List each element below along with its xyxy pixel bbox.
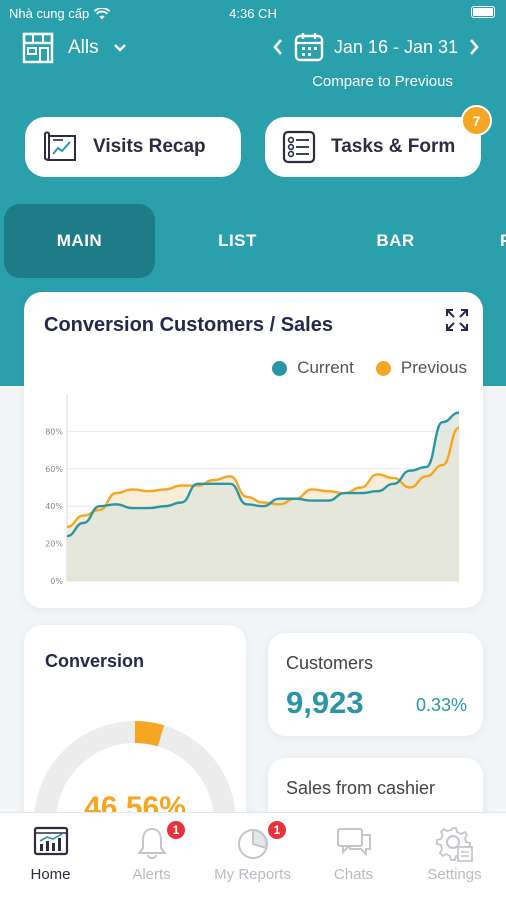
nav-my-reports[interactable]: 1 My Reports	[202, 813, 303, 900]
status-bar: Nhà cung cấp 4:36 CH	[0, 0, 506, 26]
y-tick-label: 80%	[45, 427, 63, 436]
chevron-down-icon	[113, 44, 126, 52]
chat-bubbles-icon	[336, 828, 371, 857]
tab-bar[interactable]: BAR	[376, 231, 415, 250]
date-range-selector: Jan 16 - Jan 31	[272, 32, 480, 62]
visits-recap-label: Visits Recap	[93, 136, 206, 157]
legend-previous: Previous	[375, 358, 467, 378]
nav-alerts[interactable]: 1 Alerts	[101, 813, 202, 900]
expand-icon[interactable]	[445, 308, 469, 332]
battery-icon	[471, 6, 495, 18]
tab-main[interactable]: MAIN	[4, 204, 155, 278]
tasks-form-button[interactable]: Tasks & Form	[265, 117, 481, 177]
previous-series-line	[66, 426, 460, 528]
legend-current: Current	[272, 358, 354, 378]
chevron-right-icon[interactable]	[468, 38, 480, 56]
chart-title: Conversion Customers / Sales	[44, 314, 333, 336]
date-range-label[interactable]: Jan 16 - Jan 31	[333, 36, 458, 57]
nav-settings-label: Settings	[427, 866, 482, 883]
sales-cashier-label: Sales from cashier	[286, 778, 436, 798]
store-selector[interactable]: Alls	[22, 32, 127, 64]
conversion-card: Conversion 46.56%	[24, 625, 246, 835]
nav-home-label: Home	[30, 866, 71, 883]
compare-label[interactable]: Compare to Previous	[312, 73, 453, 90]
store-label: Alls	[68, 37, 99, 58]
nav-chats-label: Chats	[333, 866, 374, 883]
donut-fill	[134, 721, 165, 747]
tab-list[interactable]: LIST	[218, 231, 257, 250]
nav-settings[interactable]: Settings	[404, 813, 505, 900]
legend-previous-label: Previous	[400, 358, 467, 377]
y-tick-label: 20%	[45, 540, 63, 549]
reports-badge: 1	[266, 819, 288, 841]
customers-value: 9,923	[286, 685, 364, 720]
visits-recap-button[interactable]: Visits Recap	[25, 117, 241, 177]
customers-card: Customers 9,923 0.33%	[268, 633, 483, 736]
nav-home[interactable]: Home	[0, 813, 101, 900]
current-area	[67, 412, 459, 581]
chart-legend: Current Previous	[272, 358, 467, 378]
store-icon	[22, 32, 54, 64]
nav-alerts-label: Alerts	[132, 866, 171, 883]
pie-report-icon	[237, 828, 268, 859]
current-series-line	[66, 411, 460, 538]
legend-current-label: Current	[297, 358, 354, 377]
line-chart: 0% 20% 40% 60% 80%	[45, 394, 460, 586]
conversion-title: Conversion	[45, 651, 145, 671]
checklist-icon	[282, 130, 316, 164]
conversion-donut: 46.56%	[34, 721, 236, 835]
calendar-icon[interactable]	[294, 32, 324, 62]
tasks-form-label: Tasks & Form	[331, 136, 456, 157]
wifi-icon	[94, 7, 111, 19]
chart-board-icon	[33, 826, 68, 856]
tasks-count-badge: 7	[461, 105, 492, 136]
legend-previous-dot	[375, 360, 391, 376]
y-tick-label: 60%	[45, 465, 63, 474]
legend-current-dot	[272, 360, 288, 376]
chevron-left-icon[interactable]	[272, 38, 284, 56]
conversion-chart-card: Conversion Customers / Sales Current Pre…	[24, 292, 483, 608]
customers-change: 0.33%	[415, 695, 467, 715]
carrier: Nhà cung cấp	[9, 6, 111, 21]
view-tabs: MAIN LIST BAR P	[0, 204, 506, 278]
clock: 4:36 CH	[229, 6, 277, 21]
bottom-nav: Home 1 Alerts 1 My Reports	[0, 812, 506, 900]
y-tick-label: 0%	[50, 577, 63, 586]
carrier-label: Nhà cung cấp	[9, 6, 90, 21]
bell-icon	[136, 827, 167, 859]
nav-chats[interactable]: Chats	[303, 813, 404, 900]
blueprint-chart-icon	[44, 131, 76, 161]
tab-partial[interactable]: P	[478, 204, 506, 278]
nav-my-reports-label: My Reports	[214, 866, 291, 883]
top-bar: Alls Jan 16 - Jan 31 Compare to Previous	[0, 26, 506, 98]
alerts-badge: 1	[165, 819, 187, 841]
gear-icon	[435, 827, 473, 862]
customers-label: Customers	[286, 653, 374, 673]
y-tick-label: 40%	[45, 502, 63, 511]
